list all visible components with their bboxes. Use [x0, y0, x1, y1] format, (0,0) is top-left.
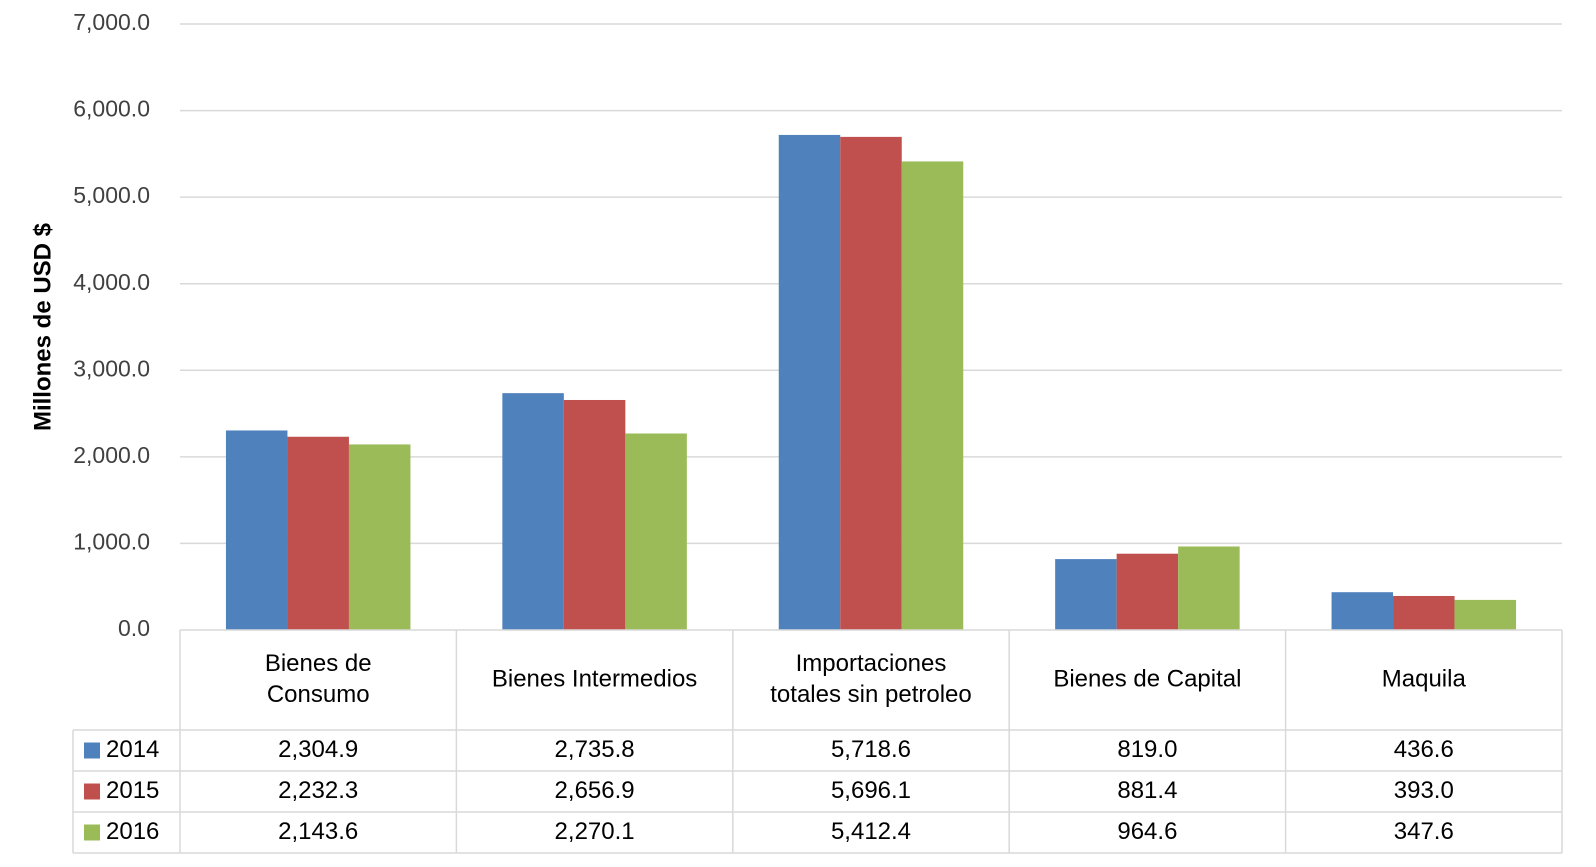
bar-2015: [287, 436, 349, 630]
category-label: totales sin petroleo: [770, 681, 971, 708]
bar-2016: [1178, 546, 1240, 630]
bar-2014: [778, 134, 841, 631]
bar-2016: [1454, 599, 1517, 630]
category-label: Maquila: [1382, 665, 1467, 692]
bars: [225, 134, 1517, 631]
y-axis-ticks: 0.0 1,000.0 2,000.0 3,000.0 4,000.0 5,000.0 6,…: [73, 9, 150, 641]
y-tick-label: 0.0: [118, 615, 150, 641]
table-cell-value: 436.6: [1394, 736, 1454, 763]
category-label: Bienes de Capital: [1053, 665, 1241, 692]
table-cell-value: 5,696.1: [831, 777, 911, 804]
data-table: Bienes de Consumo Bienes Intermedios Import…: [72, 629, 1563, 854]
category-label: Bienes Intermedios: [492, 665, 697, 692]
table-cell-value: 819.0: [1117, 736, 1177, 763]
bar-2016: [348, 444, 411, 630]
table-cell-value: 964.6: [1117, 818, 1177, 845]
category-label: Bienes de: [265, 650, 372, 677]
y-tick-label: 3,000.0: [73, 355, 150, 381]
bar-2016: [625, 433, 687, 630]
table-cell-value: 2,143.6: [278, 818, 358, 845]
category-label: Consumo: [267, 681, 370, 708]
bar-2015: [1393, 595, 1455, 630]
bar-2015: [1116, 553, 1179, 630]
legend-label: 2015: [106, 777, 159, 804]
table-cell-value: 2,304.9: [278, 736, 358, 763]
legend-key-2016: [84, 824, 100, 841]
bar-2014: [225, 430, 288, 630]
category-label: Importaciones: [796, 650, 947, 677]
y-tick-label: 6,000.0: [73, 96, 150, 122]
table-cell-value: 2,232.3: [278, 777, 358, 804]
table-cell-value: 5,412.4: [831, 818, 911, 845]
table-cell-value: 347.6: [1394, 818, 1454, 845]
bar-2014: [502, 393, 564, 630]
table-cell-value: 2,656.9: [555, 777, 635, 804]
legend-key-2014: [84, 742, 100, 759]
table-cell-value: 881.4: [1117, 777, 1177, 804]
bar-2016: [901, 161, 964, 630]
legend-key-2015: [84, 783, 100, 800]
legend-label: 2014: [106, 736, 159, 763]
bar-2014: [1331, 592, 1394, 630]
y-axis-label: Millones de USD $: [29, 222, 56, 431]
y-tick-label: 4,000.0: [73, 269, 150, 295]
table-cell-value: 2,270.1: [555, 818, 635, 845]
table-cell-value: 5,718.6: [831, 736, 911, 763]
table-cell-value: 393.0: [1394, 777, 1454, 804]
y-tick-label: 7,000.0: [73, 9, 150, 35]
y-tick-label: 2,000.0: [73, 442, 150, 468]
legend-label: 2016: [106, 818, 159, 845]
bar-2014: [1055, 559, 1117, 630]
y-tick-label: 5,000.0: [73, 182, 150, 208]
bar-2015: [563, 399, 626, 630]
bar-2015: [840, 136, 902, 630]
y-tick-label: 1,000.0: [73, 529, 150, 555]
table-cell-value: 2,735.8: [555, 736, 635, 763]
